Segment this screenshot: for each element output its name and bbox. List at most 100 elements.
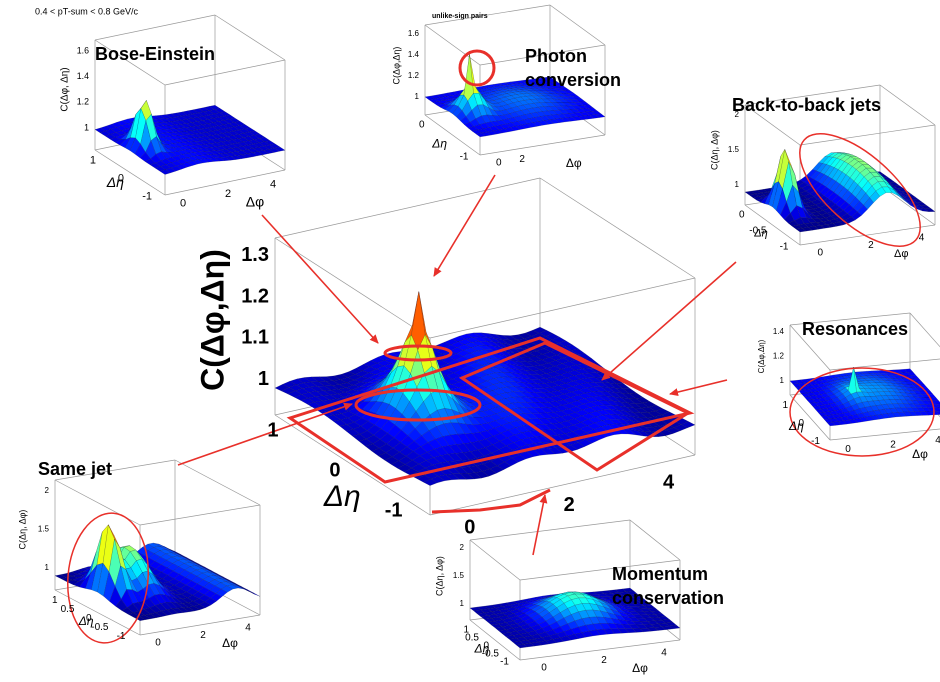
phi-tick-label: 4 xyxy=(270,179,276,191)
z-tick-label: 1.5 xyxy=(728,145,740,154)
z-tick-label: 1 xyxy=(735,180,740,189)
surface-plot xyxy=(789,312,940,441)
phi-tick-label: 2 xyxy=(890,439,896,450)
surface-cell xyxy=(475,132,487,138)
z-tick-label: 1.4 xyxy=(773,327,785,336)
box-edge xyxy=(799,124,936,146)
highlight xyxy=(458,49,496,87)
z-axis-label: C(Δφ, Δη) xyxy=(60,67,71,111)
eta-axis-label: Δη xyxy=(431,136,447,150)
box-edge xyxy=(469,519,631,541)
eta-tick-label: 1 xyxy=(90,154,96,166)
surface-cell xyxy=(826,421,836,427)
box-edge xyxy=(429,277,696,339)
phi-axis-label: Δφ xyxy=(632,661,648,675)
box-edge xyxy=(519,639,681,661)
box-edge xyxy=(539,177,696,279)
surface-plot xyxy=(94,14,286,196)
z-tick-label: 2 xyxy=(45,486,50,495)
phi-tick-label: 0 xyxy=(496,158,502,169)
phi-tick-label: 0 xyxy=(541,663,547,674)
phi-axis-label: Δφ xyxy=(222,636,238,650)
phi-axis-label: Δφ xyxy=(566,156,582,170)
surface-cell xyxy=(423,478,438,486)
box-edge xyxy=(829,428,940,441)
peak-ring xyxy=(383,344,453,362)
phi-axis-label: Δφ xyxy=(246,193,264,209)
eta-tick-label: 1 xyxy=(52,595,58,606)
box-edge xyxy=(744,204,801,246)
box-edge xyxy=(54,459,176,481)
surface-plot xyxy=(469,519,681,661)
box-edge xyxy=(879,84,936,126)
eta-axis-label: Δη xyxy=(78,614,94,628)
box-edge xyxy=(424,114,481,156)
region-edge xyxy=(431,488,551,514)
arrow xyxy=(669,379,728,396)
z-axis-label: C(Δφ,Δη) xyxy=(194,249,230,391)
phi-tick-label: 2 xyxy=(519,154,525,165)
z-tick-label: 2 xyxy=(735,110,740,119)
eta-tick-label: 1 xyxy=(782,400,788,411)
box-edge xyxy=(424,24,481,66)
box-edge xyxy=(799,224,936,246)
panel-header: 0.4 < pT-sum < 0.8 GeV/c xyxy=(35,6,139,16)
box-edge xyxy=(744,84,881,106)
z-axis-label: C(Δη, Δφ) xyxy=(434,556,444,596)
eta-tick-label: -1 xyxy=(142,190,152,202)
panel-title: Same jet xyxy=(38,459,112,479)
plots xyxy=(54,4,940,661)
z-tick-label: 2 xyxy=(460,543,465,552)
z-tick-label: 1.2 xyxy=(408,71,420,80)
phi-tick-label: 2 xyxy=(601,655,607,666)
arrow xyxy=(532,494,548,556)
z-axis-label: C(Δη, Δφ) xyxy=(17,510,27,550)
annotations xyxy=(67,49,935,644)
box-edge xyxy=(789,312,911,326)
phi-tick-label: 0 xyxy=(817,248,823,259)
box-edge xyxy=(469,539,521,581)
z-tick-label: 1.2 xyxy=(77,97,89,107)
highlight xyxy=(67,512,149,644)
phi-tick-label: 4 xyxy=(663,471,675,493)
phi-tick-label: 2 xyxy=(868,240,874,251)
phi-tick-label: 2 xyxy=(200,630,206,641)
eta-tick-label: 1 xyxy=(267,419,278,441)
eta-tick-label: 0 xyxy=(419,120,425,131)
eta-tick-label: -0.5 xyxy=(91,622,109,633)
surface-cell xyxy=(159,169,171,175)
highlight xyxy=(799,133,921,247)
eta-axis-label: Δη xyxy=(753,228,768,240)
box-edge xyxy=(479,44,606,66)
phi-tick-label: 4 xyxy=(935,435,940,446)
box-edge xyxy=(629,519,681,561)
phi-tick-label: 0 xyxy=(464,516,475,538)
z-axis-label: C(Δφ,Δη) xyxy=(391,47,401,85)
box-edge xyxy=(274,177,541,239)
surface-plot xyxy=(424,4,606,156)
region-box xyxy=(458,341,692,472)
phi-axis-label: Δφ xyxy=(912,447,928,461)
eta-tick-label: -0.5 xyxy=(482,649,500,660)
z-tick-label: 1 xyxy=(45,563,50,572)
eta-axis-label: Δη xyxy=(323,480,361,513)
eta-tick-label: -1 xyxy=(385,499,403,521)
surface-cell xyxy=(795,228,807,233)
z-tick-label: 1 xyxy=(258,368,269,390)
z-tick-label: 1.1 xyxy=(241,327,269,349)
box-edge xyxy=(274,237,431,339)
eta-tick-label: 0 xyxy=(739,210,745,221)
eta-tick-label: -1 xyxy=(811,436,820,447)
eta-tick-label: 0 xyxy=(798,418,804,429)
phi-tick-label: 2 xyxy=(564,494,575,516)
box-edge xyxy=(744,104,801,146)
box-edge xyxy=(94,14,216,41)
surface-plot xyxy=(744,84,936,246)
panel-title: Resonances xyxy=(802,319,908,339)
box-edge xyxy=(274,414,431,516)
phi-tick-label: 0 xyxy=(845,444,851,455)
box-edge xyxy=(549,4,606,46)
arrow xyxy=(601,261,737,381)
arrow xyxy=(261,214,379,344)
